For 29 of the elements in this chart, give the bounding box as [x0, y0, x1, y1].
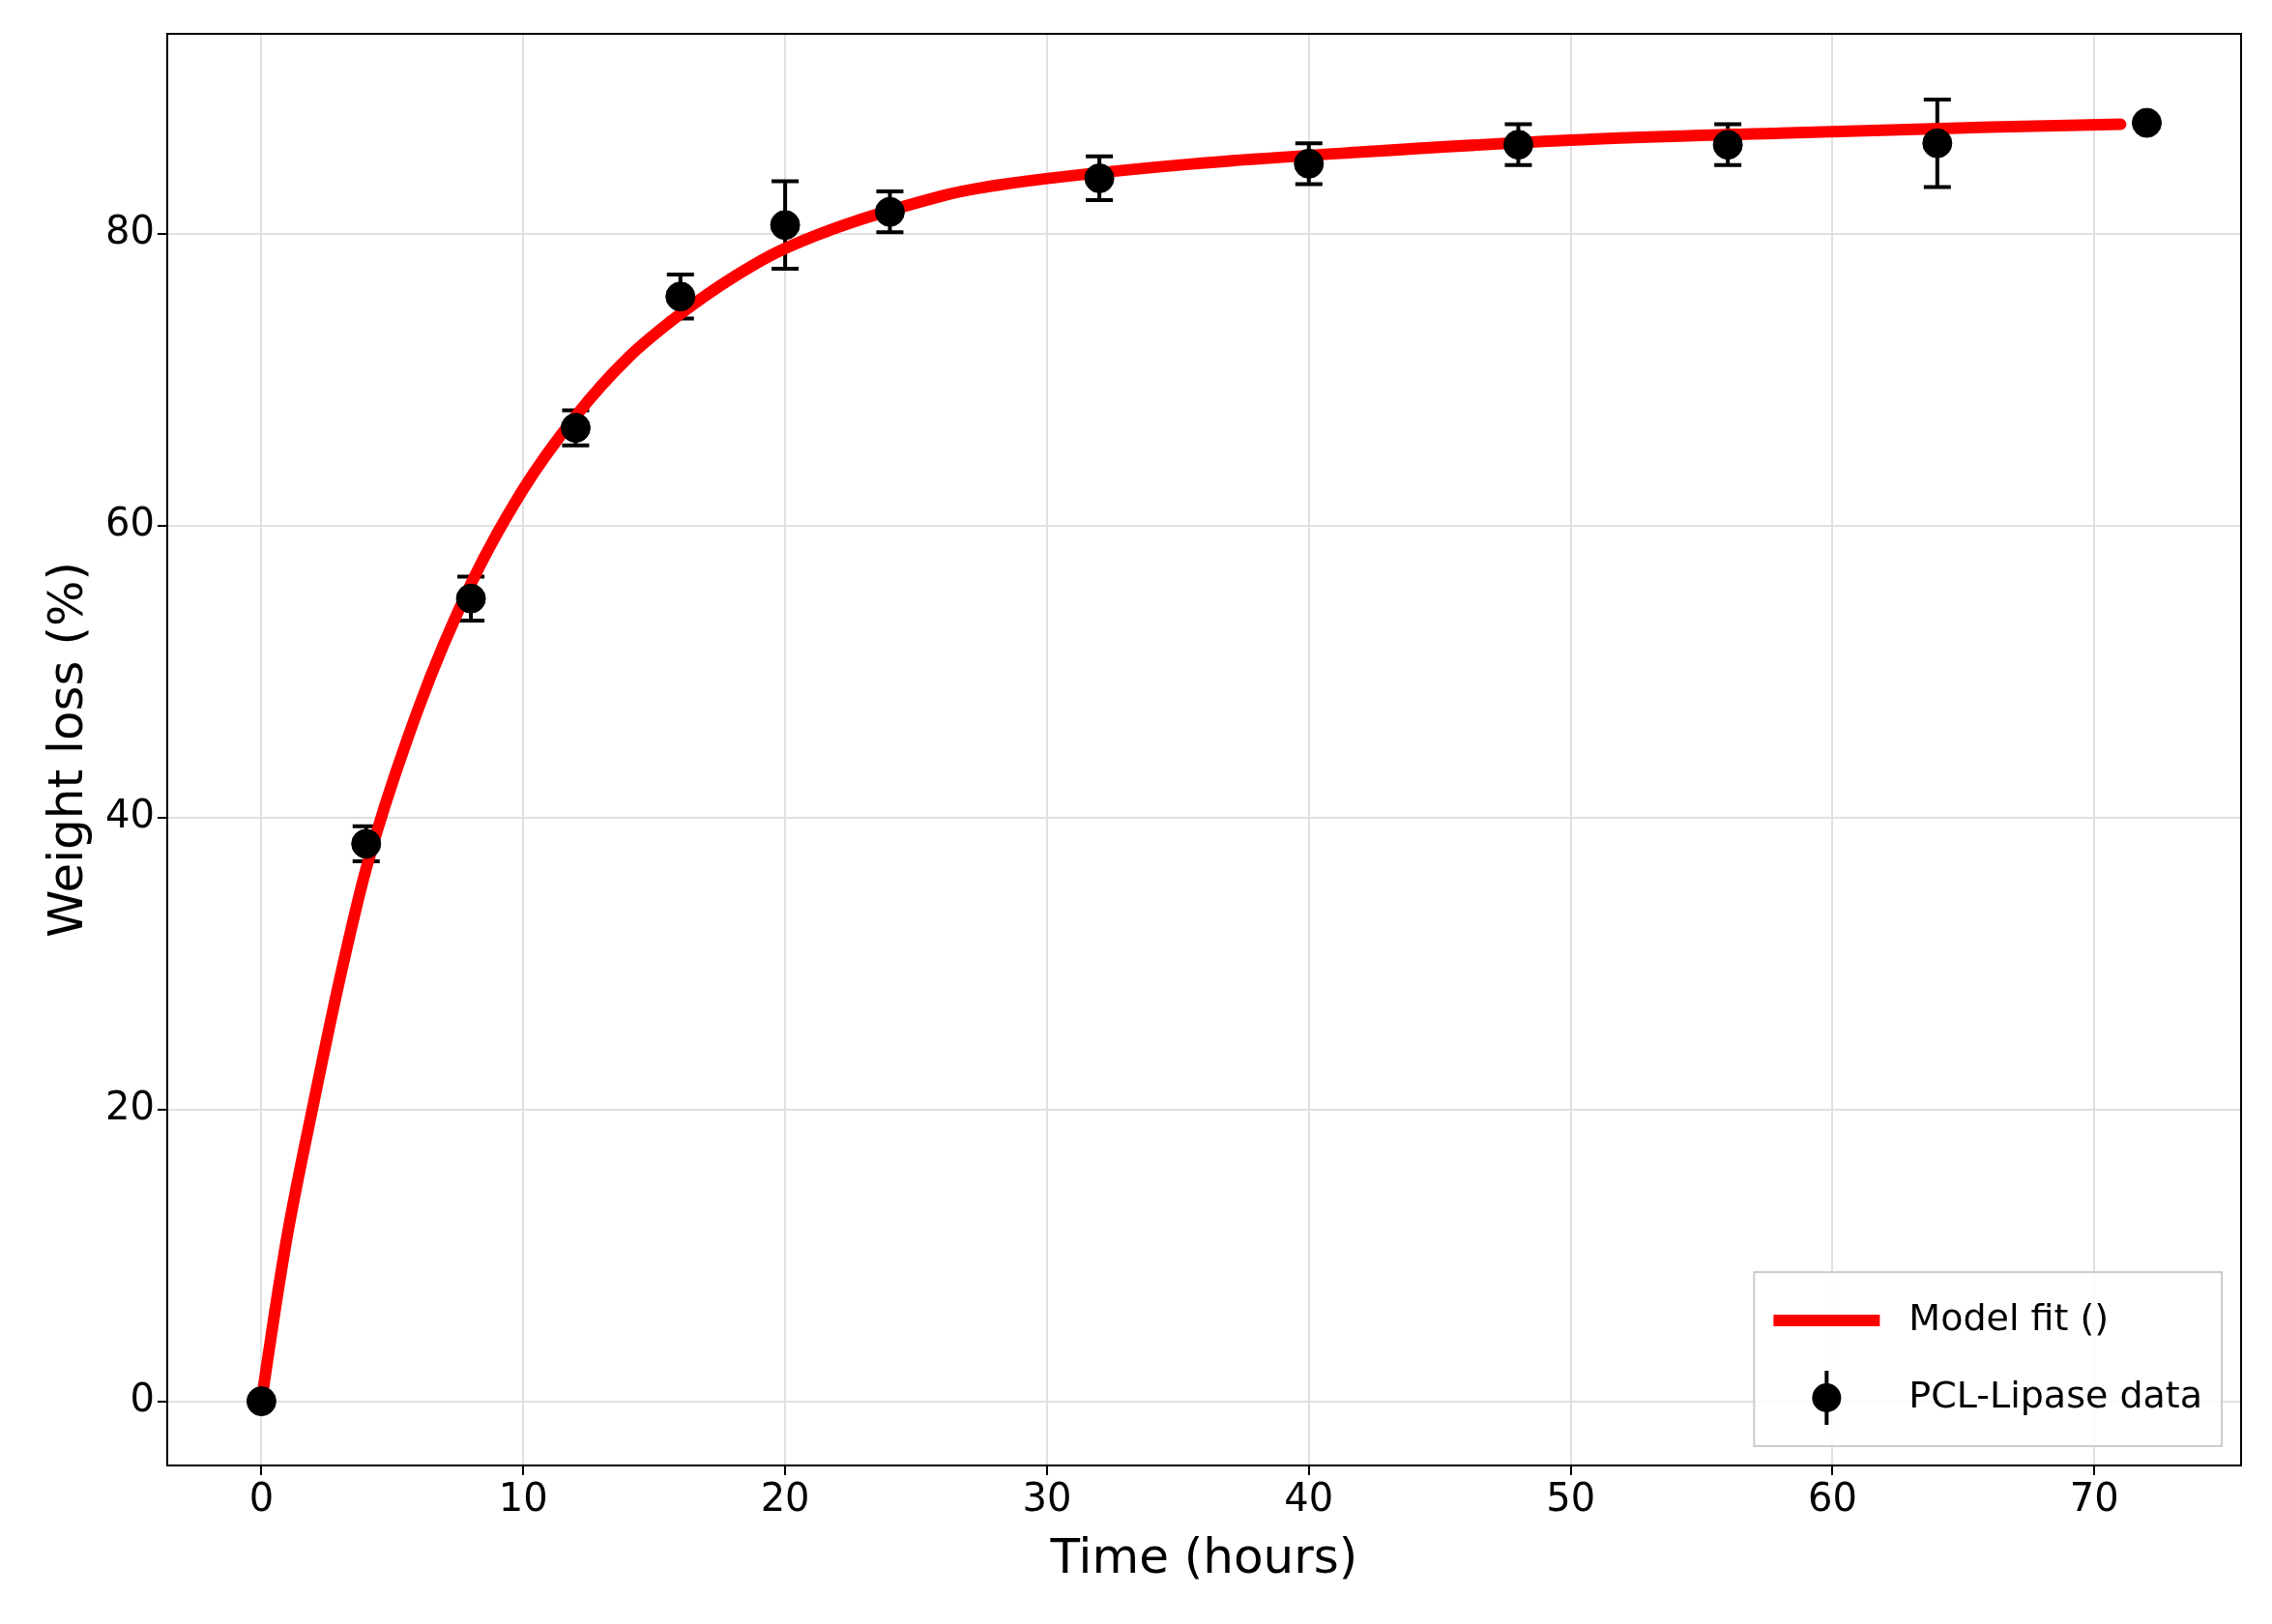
point [246, 1386, 277, 1417]
point [455, 583, 486, 614]
legend-label: Model fit () [1908, 1295, 2110, 1339]
point [874, 196, 905, 227]
legend-label: PCL-Lipase data [1908, 1373, 2203, 1416]
point [1712, 130, 1743, 160]
point [1294, 148, 1325, 179]
x-tick-label: 40 [1284, 1475, 1334, 1521]
point [351, 828, 382, 859]
point [1084, 162, 1115, 193]
y-tick-label: 0 [130, 1375, 155, 1420]
y-tick-label: 20 [104, 1084, 155, 1129]
point [770, 210, 801, 241]
x-tick-label: 60 [1808, 1475, 1857, 1521]
y-tick-label: 80 [104, 208, 155, 253]
x-tick-label: 0 [248, 1475, 275, 1521]
point [2132, 107, 2162, 138]
x-tick-label: 70 [2069, 1475, 2119, 1521]
x-tick-label: 50 [1546, 1475, 1596, 1521]
x-tick-label: 20 [760, 1475, 810, 1521]
x-tick-label: 10 [498, 1475, 548, 1521]
point [665, 281, 696, 312]
y-tick-label: 40 [104, 792, 155, 837]
x-axis-title: Time (hours) [1049, 1527, 1358, 1584]
point [1922, 128, 1953, 159]
point [1502, 130, 1533, 160]
x-tick-label: 30 [1022, 1475, 1072, 1521]
y-axis-title: Weight loss (%) [37, 561, 94, 939]
y-tick-label: 60 [104, 500, 155, 545]
